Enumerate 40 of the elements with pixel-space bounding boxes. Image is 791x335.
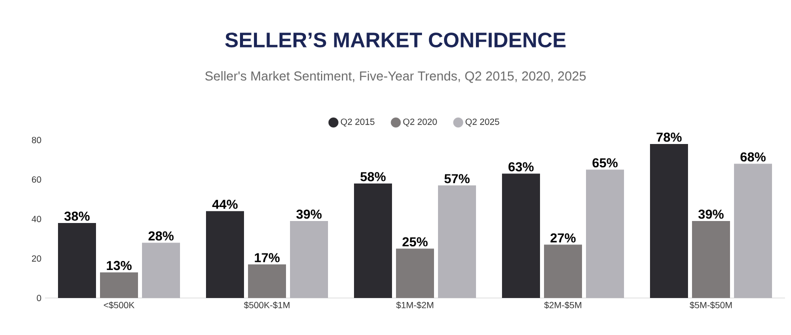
- data-label: 57%: [444, 174, 470, 184]
- bar: [650, 144, 688, 298]
- data-label: 27%: [550, 233, 576, 242]
- x-tick-label: <$500K: [104, 302, 134, 309]
- bar: [502, 174, 540, 298]
- chart-subtitle: Seller's Market Sentiment, Five-Year Trends, Q2 2015, 2020, 2025: [205, 71, 586, 83]
- x-tick-label: $2M-$5M: [544, 302, 582, 309]
- bar: [692, 220, 730, 298]
- data-label: 68%: [740, 152, 766, 162]
- bar: [248, 264, 286, 298]
- bar: [354, 183, 392, 298]
- legend-label: Q2 2020: [403, 118, 437, 127]
- data-label: 58%: [360, 172, 386, 182]
- data-label: 39%: [296, 210, 322, 219]
- x-tick-label: $1M-$2M: [396, 302, 434, 309]
- y-tick-label: 80: [32, 136, 42, 144]
- bar: [58, 222, 96, 298]
- data-label: 38%: [64, 212, 90, 221]
- data-label: 44%: [212, 200, 238, 209]
- data-label: 63%: [508, 162, 534, 172]
- data-label: 28%: [148, 231, 174, 240]
- x-tick-label: $5M-$50M: [690, 302, 732, 309]
- bar: [100, 272, 138, 298]
- data-label: 13%: [106, 260, 132, 270]
- y-tick-label: 40: [32, 216, 42, 222]
- legend-label: Q2 2025: [466, 118, 500, 127]
- bar: [544, 244, 582, 298]
- y-tick-label: 60: [32, 176, 42, 183]
- y-tick-label: 0: [36, 294, 42, 302]
- legend-label: Q2 2015: [340, 118, 374, 127]
- x-tick-label: $500K-$1M: [244, 302, 290, 309]
- data-label: 39%: [698, 210, 724, 219]
- y-tick-label: 20: [32, 255, 42, 262]
- data-label: 78%: [656, 132, 682, 142]
- data-label: 17%: [254, 253, 280, 262]
- chart-title: SELLER’S MARKET CONFIDENCE: [225, 32, 566, 48]
- data-label: 65%: [592, 158, 618, 168]
- bar: [396, 248, 434, 298]
- data-label: 25%: [402, 237, 428, 246]
- bar: [206, 211, 244, 298]
